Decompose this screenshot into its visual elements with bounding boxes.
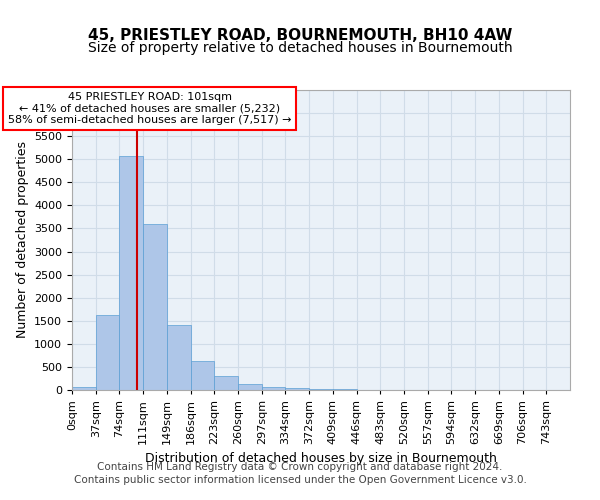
X-axis label: Distribution of detached houses by size in Bournemouth: Distribution of detached houses by size … — [145, 452, 497, 466]
Bar — [96, 315, 119, 390]
Bar — [191, 362, 214, 390]
Bar — [214, 376, 238, 390]
Text: 45 PRIESTLEY ROAD: 101sqm
← 41% of detached houses are smaller (5,232)
58% of se: 45 PRIESTLEY ROAD: 101sqm ← 41% of detac… — [8, 92, 292, 125]
Bar — [119, 156, 143, 390]
Text: Contains HM Land Registry data © Crown copyright and database right 2024.: Contains HM Land Registry data © Crown c… — [97, 462, 503, 472]
Bar — [143, 224, 167, 390]
Bar — [286, 388, 309, 390]
Text: Size of property relative to detached houses in Bournemouth: Size of property relative to detached ho… — [88, 41, 512, 55]
Bar — [262, 386, 286, 390]
Bar — [72, 386, 96, 390]
Bar — [167, 326, 191, 390]
Text: Contains public sector information licensed under the Open Government Licence v3: Contains public sector information licen… — [74, 475, 526, 485]
Bar — [238, 384, 262, 390]
Y-axis label: Number of detached properties: Number of detached properties — [16, 142, 29, 338]
Bar — [309, 388, 333, 390]
Bar — [333, 389, 356, 390]
Text: 45, PRIESTLEY ROAD, BOURNEMOUTH, BH10 4AW: 45, PRIESTLEY ROAD, BOURNEMOUTH, BH10 4A… — [88, 28, 512, 42]
